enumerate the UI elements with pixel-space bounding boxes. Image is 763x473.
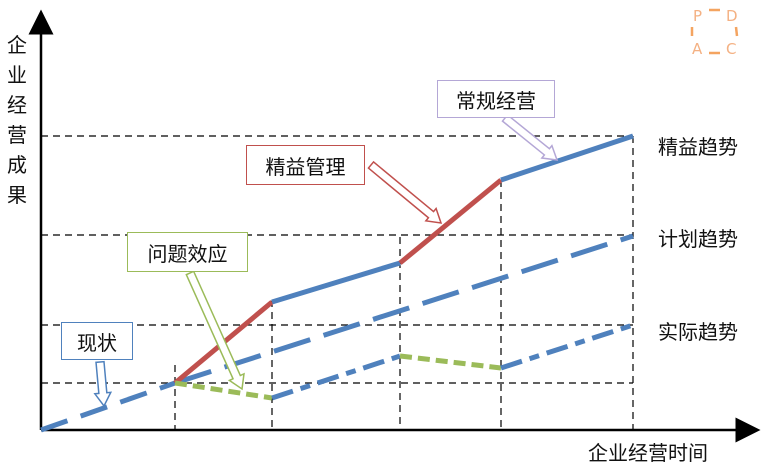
plan-trend-line [174,233,634,386]
regular-segment-1 [271,260,401,305]
problem-segment-2 [399,353,502,371]
callout-current: 现状 [61,322,133,360]
actual-trend-label: 实际趋势 [658,320,738,344]
current-arrow-icon [93,360,113,408]
pdca-p: P [693,7,703,25]
callout-problem-effect: 问题效应 [127,232,248,272]
actual-segment-1 [271,353,401,401]
x-axis-label: 企业经营时间 [588,441,708,465]
regular-segment-2 [500,133,634,183]
pdca-d: D [726,7,738,25]
pdca-a: A [692,40,703,58]
callout-regular-operation: 常规经营 [437,80,555,118]
lean-segment-2 [398,178,503,265]
lean-arrow-icon [367,160,443,224]
regular-arrow-icon [501,113,559,161]
callout-lean-management: 精益管理 [246,145,365,185]
problem-segment-1 [174,380,273,401]
current-trend-line [40,380,176,433]
pdca-c: C [726,40,737,58]
y-axis-label: 企业经营成果 [7,33,27,207]
problem-arrow-icon [185,270,245,391]
plan-trend-label: 计划趋势 [658,227,738,251]
actual-segment-2 [500,322,634,371]
lean-trend-label: 精益趋势 [658,135,738,159]
